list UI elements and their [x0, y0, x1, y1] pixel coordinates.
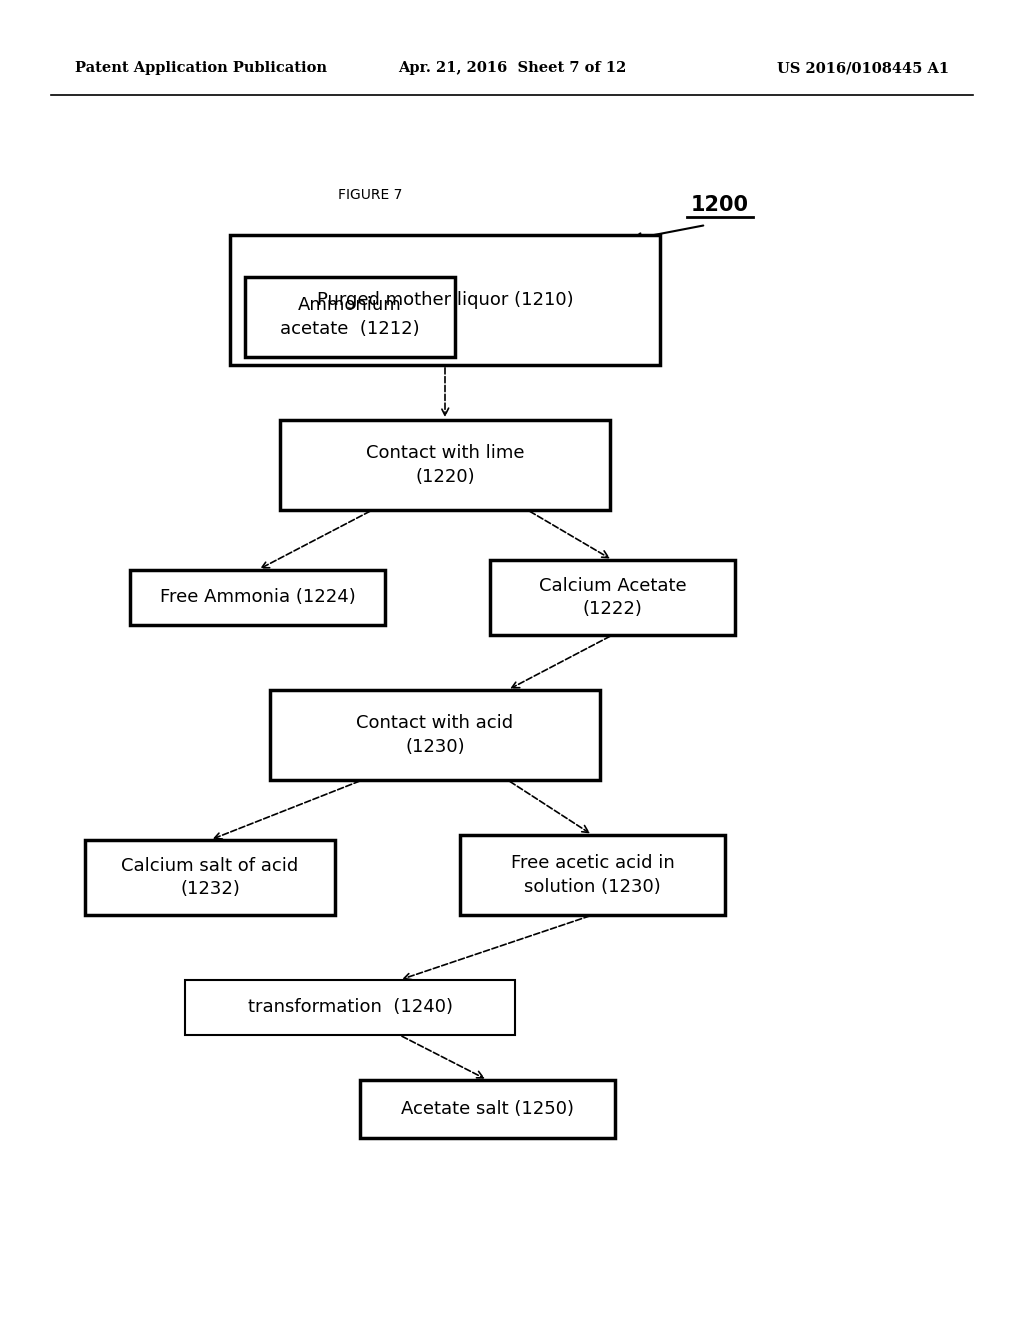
- Text: Contact with acid
(1230): Contact with acid (1230): [356, 714, 514, 756]
- Text: Contact with lime
(1220): Contact with lime (1220): [366, 445, 524, 486]
- Bar: [270, 690, 600, 780]
- Text: Calcium salt of acid
(1232): Calcium salt of acid (1232): [122, 857, 299, 899]
- Bar: [130, 570, 385, 624]
- Bar: [280, 420, 610, 510]
- Bar: [185, 979, 515, 1035]
- Bar: [460, 836, 725, 915]
- Bar: [85, 840, 335, 915]
- Text: Free Ammonia (1224): Free Ammonia (1224): [160, 589, 355, 606]
- Bar: [230, 235, 660, 366]
- Bar: [245, 277, 455, 356]
- Bar: [490, 560, 735, 635]
- Text: FIGURE 7: FIGURE 7: [338, 187, 402, 202]
- Bar: [360, 1080, 615, 1138]
- Text: Ammonium
acetate  (1212): Ammonium acetate (1212): [281, 296, 420, 338]
- Text: Calcium Acetate
(1222): Calcium Acetate (1222): [539, 577, 686, 618]
- Text: Apr. 21, 2016  Sheet 7 of 12: Apr. 21, 2016 Sheet 7 of 12: [397, 61, 627, 75]
- Text: US 2016/0108445 A1: US 2016/0108445 A1: [777, 61, 949, 75]
- Text: Acetate salt (1250): Acetate salt (1250): [401, 1100, 574, 1118]
- Text: Purged mother liquor (1210): Purged mother liquor (1210): [316, 290, 573, 309]
- Text: 1200: 1200: [691, 195, 749, 215]
- Text: Patent Application Publication: Patent Application Publication: [75, 61, 327, 75]
- Text: transformation  (1240): transformation (1240): [248, 998, 453, 1016]
- Text: Free acetic acid in
solution (1230): Free acetic acid in solution (1230): [511, 854, 675, 896]
